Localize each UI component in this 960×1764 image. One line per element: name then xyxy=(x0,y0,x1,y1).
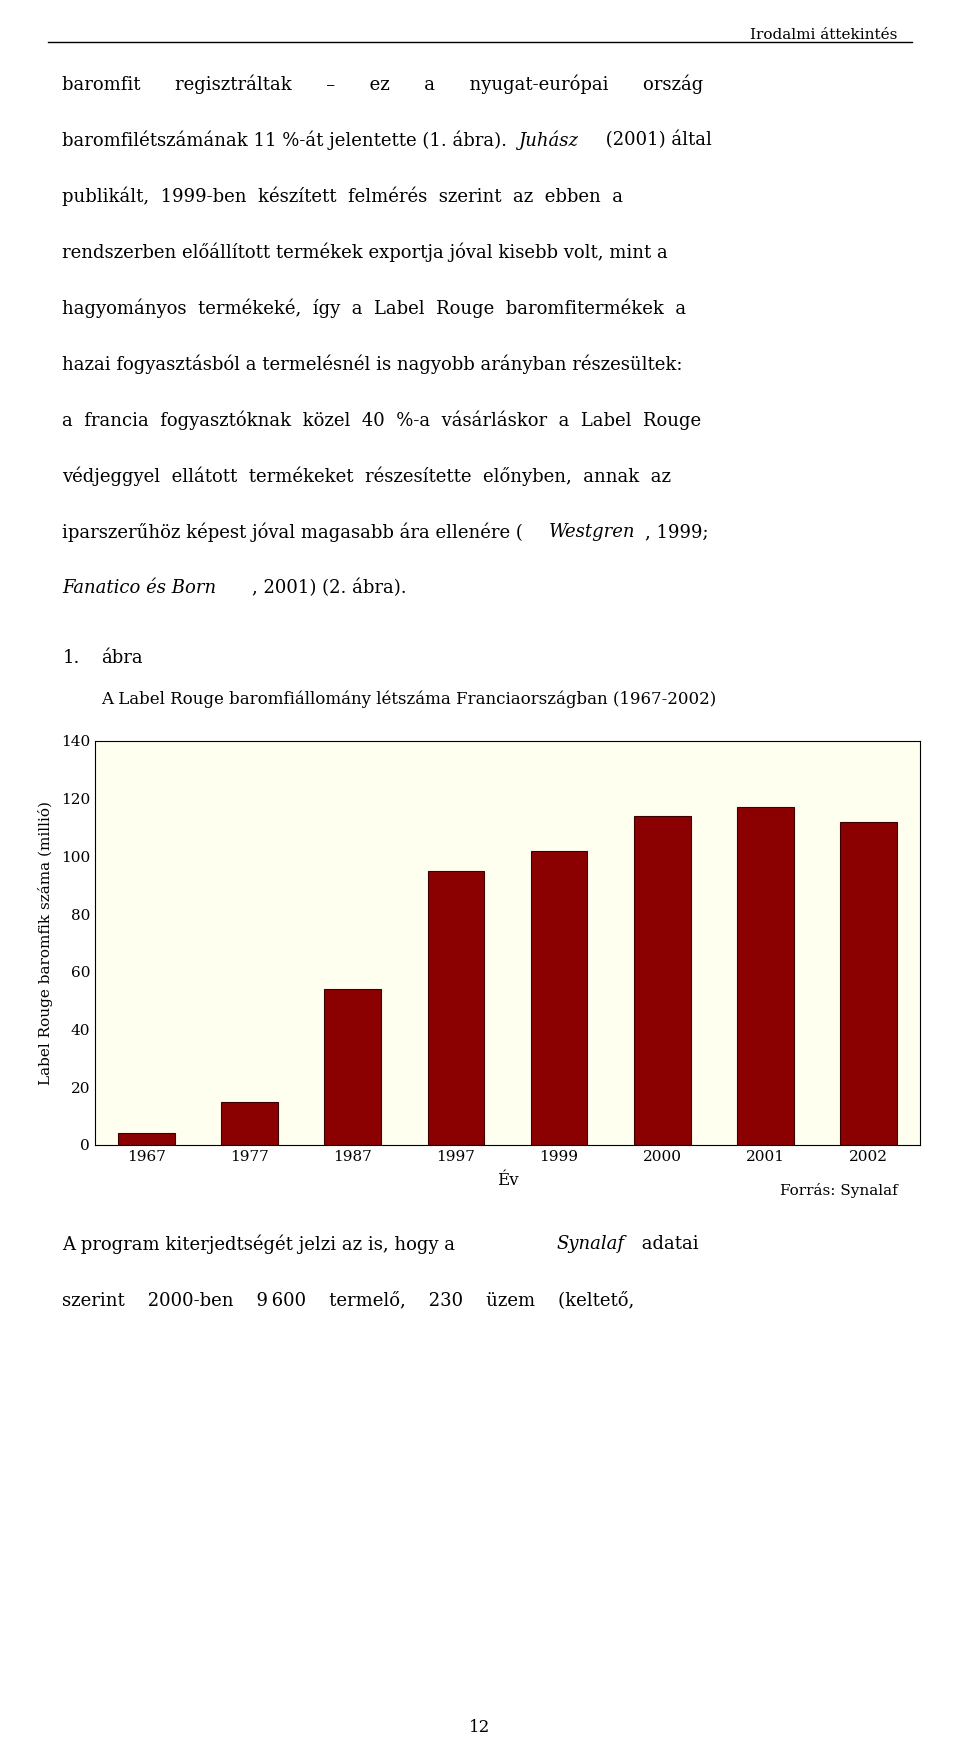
Bar xyxy=(427,871,484,1145)
Bar xyxy=(737,808,794,1145)
Text: szerint    2000-ben    9 600    termelő,    230    üzem    (keltető,: szerint 2000-ben 9 600 termelő, 230 üzem… xyxy=(62,1291,635,1309)
Bar xyxy=(840,822,897,1145)
Text: A program kiterjedtségét jelzi az is, hogy a: A program kiterjedtségét jelzi az is, ho… xyxy=(62,1235,461,1254)
Text: védjeggyel  ellátott  termékeket  részesítette  előnyben,  annak  az: védjeggyel ellátott termékeket részesíte… xyxy=(62,467,671,487)
Text: Irodalmi áttekintés: Irodalmi áttekintés xyxy=(750,28,898,42)
Text: 1.: 1. xyxy=(62,649,80,667)
Text: baromfilétszámának 11 %-át jelentette (1. ábra).: baromfilétszámának 11 %-át jelentette (1… xyxy=(62,131,514,150)
Bar xyxy=(531,850,588,1145)
Text: Fanatico és Born: Fanatico és Born xyxy=(62,579,217,596)
Text: Juhász: Juhász xyxy=(518,131,578,150)
Text: ábra: ábra xyxy=(101,649,142,667)
Text: publikált,  1999-ben  készített  felmérés  szerint  az  ebben  a: publikált, 1999-ben készített felmérés s… xyxy=(62,187,623,206)
Y-axis label: Label Rouge baromfik száma (millió): Label Rouge baromfik száma (millió) xyxy=(37,801,53,1085)
Text: iparszerűhöz képest jóval magasabb ára ellenére (: iparszerűhöz képest jóval magasabb ára e… xyxy=(62,522,523,543)
Text: a  francia  fogyasztóknak  közel  40  %-a  vásárláskor  a  Label  Rouge: a francia fogyasztóknak közel 40 %-a vás… xyxy=(62,411,702,430)
Text: hazai fogyasztásból a termelésnél is nagyobb arányban részesültek:: hazai fogyasztásból a termelésnél is nag… xyxy=(62,355,683,374)
Text: , 1999;: , 1999; xyxy=(645,522,708,542)
Text: A Label Rouge baromfiállomány létszáma Franciaországban (1967-2002): A Label Rouge baromfiállomány létszáma F… xyxy=(101,691,716,709)
Text: rendszerben előállított termékek exportja jóval kisebb volt, mint a: rendszerben előállított termékek exportj… xyxy=(62,243,668,263)
X-axis label: Év: Év xyxy=(496,1173,518,1189)
Bar xyxy=(118,1134,175,1145)
Text: hagyományos  termékeké,  így  a  Label  Rouge  baromfitermékek  a: hagyományos termékeké, így a Label Rouge… xyxy=(62,300,686,319)
Text: (2001) által: (2001) által xyxy=(600,131,712,150)
Text: , 2001) (2. ábra).: , 2001) (2. ábra). xyxy=(252,579,406,598)
Text: baromfit      regisztráltak      –      ez      a      nyugat-európai      orszá: baromfit regisztráltak – ez a nyugat-eur… xyxy=(62,76,704,95)
Bar xyxy=(634,817,690,1145)
Text: Synalaf: Synalaf xyxy=(557,1235,625,1252)
Text: Westgren: Westgren xyxy=(549,522,636,542)
Bar xyxy=(324,990,381,1145)
Text: 12: 12 xyxy=(469,1718,491,1736)
Text: Forrás: Synalaf: Forrás: Synalaf xyxy=(780,1184,898,1198)
Bar xyxy=(222,1102,278,1145)
Text: adatai: adatai xyxy=(636,1235,699,1252)
